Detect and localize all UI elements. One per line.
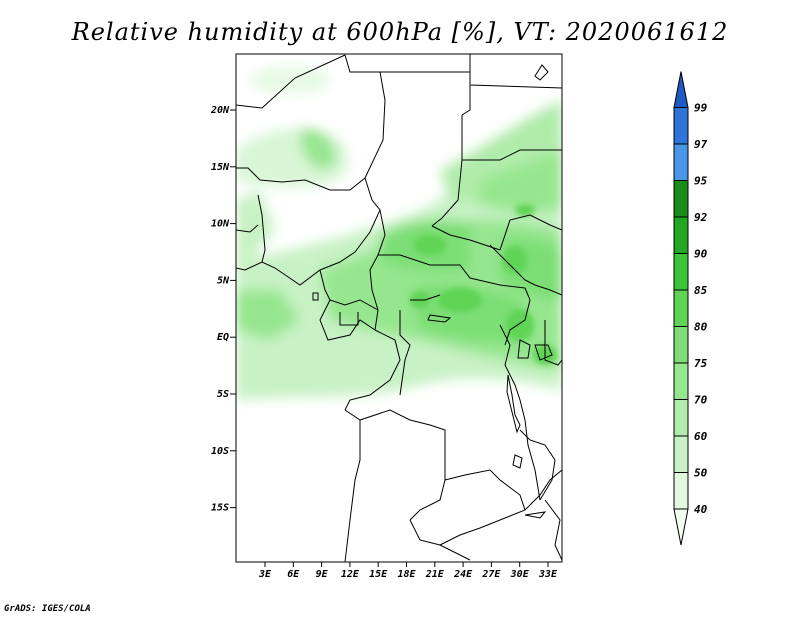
colorbar: 40 50 60 70 75 80 85 90 92 95 97 99 bbox=[673, 71, 708, 546]
lon-tick-label: 27E bbox=[481, 569, 501, 580]
colorbar-label: 70 bbox=[694, 394, 708, 407]
colorbar-segment bbox=[673, 362, 689, 400]
colorbar-label: 92 bbox=[694, 211, 708, 224]
colorbar-label: 95 bbox=[694, 175, 708, 188]
colorbar-label: 60 bbox=[694, 430, 708, 443]
colorbar-segment bbox=[673, 435, 689, 473]
lon-tick-label: 9E bbox=[316, 569, 329, 580]
lat-tick-label: 10S bbox=[211, 446, 229, 457]
colorbar-high-arrow bbox=[673, 71, 689, 108]
lon-tick-label: 6E bbox=[287, 569, 300, 580]
lakes bbox=[312, 64, 553, 519]
latitude-axis: 20N 15N 10N 5N EQ 5S 10S 15S bbox=[210, 105, 236, 514]
colorbar-low-arrow bbox=[673, 508, 689, 546]
humidity-shading bbox=[236, 66, 562, 400]
lat-tick-label: 15S bbox=[211, 503, 229, 514]
grads-credit: GrADS: IGES/COLA bbox=[4, 604, 91, 614]
colorbar-segment bbox=[673, 399, 689, 437]
lon-tick-label: 15E bbox=[369, 569, 388, 580]
lat-tick-label: 5N bbox=[217, 275, 230, 286]
colorbar-label: 40 bbox=[694, 503, 708, 516]
lon-tick-label: 18E bbox=[397, 569, 416, 580]
lat-tick-label: EQ bbox=[217, 332, 229, 343]
colorbar-label: 75 bbox=[694, 357, 708, 370]
colorbar-segment bbox=[673, 216, 689, 254]
colorbar-label: 85 bbox=[694, 284, 708, 297]
colorbar-segment bbox=[673, 143, 689, 181]
lon-tick-label: 21E bbox=[425, 569, 445, 580]
colorbar-segment bbox=[673, 289, 689, 327]
colorbar-segment bbox=[673, 326, 689, 364]
lon-tick-label: 30E bbox=[510, 569, 530, 580]
lat-tick-label: 20N bbox=[210, 105, 230, 116]
chart-title: Relative humidity at 600hPa [%], VT: 202… bbox=[71, 18, 729, 46]
lat-tick-label: 15N bbox=[211, 162, 230, 173]
lon-tick-label: 24E bbox=[453, 569, 473, 580]
colorbar-label: 80 bbox=[694, 321, 708, 334]
colorbar-label: 97 bbox=[694, 138, 708, 151]
colorbar-segment bbox=[673, 180, 689, 218]
lon-tick-label: 3E bbox=[258, 569, 272, 580]
colorbar-label: 90 bbox=[694, 248, 708, 261]
lon-tick-label: 33E bbox=[538, 569, 558, 580]
map-frame bbox=[235, 53, 563, 563]
colorbar-segment bbox=[673, 472, 689, 510]
lat-tick-label: 5S bbox=[217, 389, 229, 400]
longitude-axis: 3E 6E 9E 12E 15E 18E 21E 24E 27E 30E 33E bbox=[258, 562, 558, 580]
lat-tick-label: 10N bbox=[211, 219, 230, 230]
colorbar-segment bbox=[673, 253, 689, 291]
colorbar-label: 99 bbox=[694, 102, 708, 115]
lon-tick-label: 12E bbox=[341, 569, 360, 580]
colorbar-segment bbox=[673, 107, 689, 145]
colorbar-label: 50 bbox=[694, 467, 708, 480]
country-borders bbox=[236, 54, 562, 562]
